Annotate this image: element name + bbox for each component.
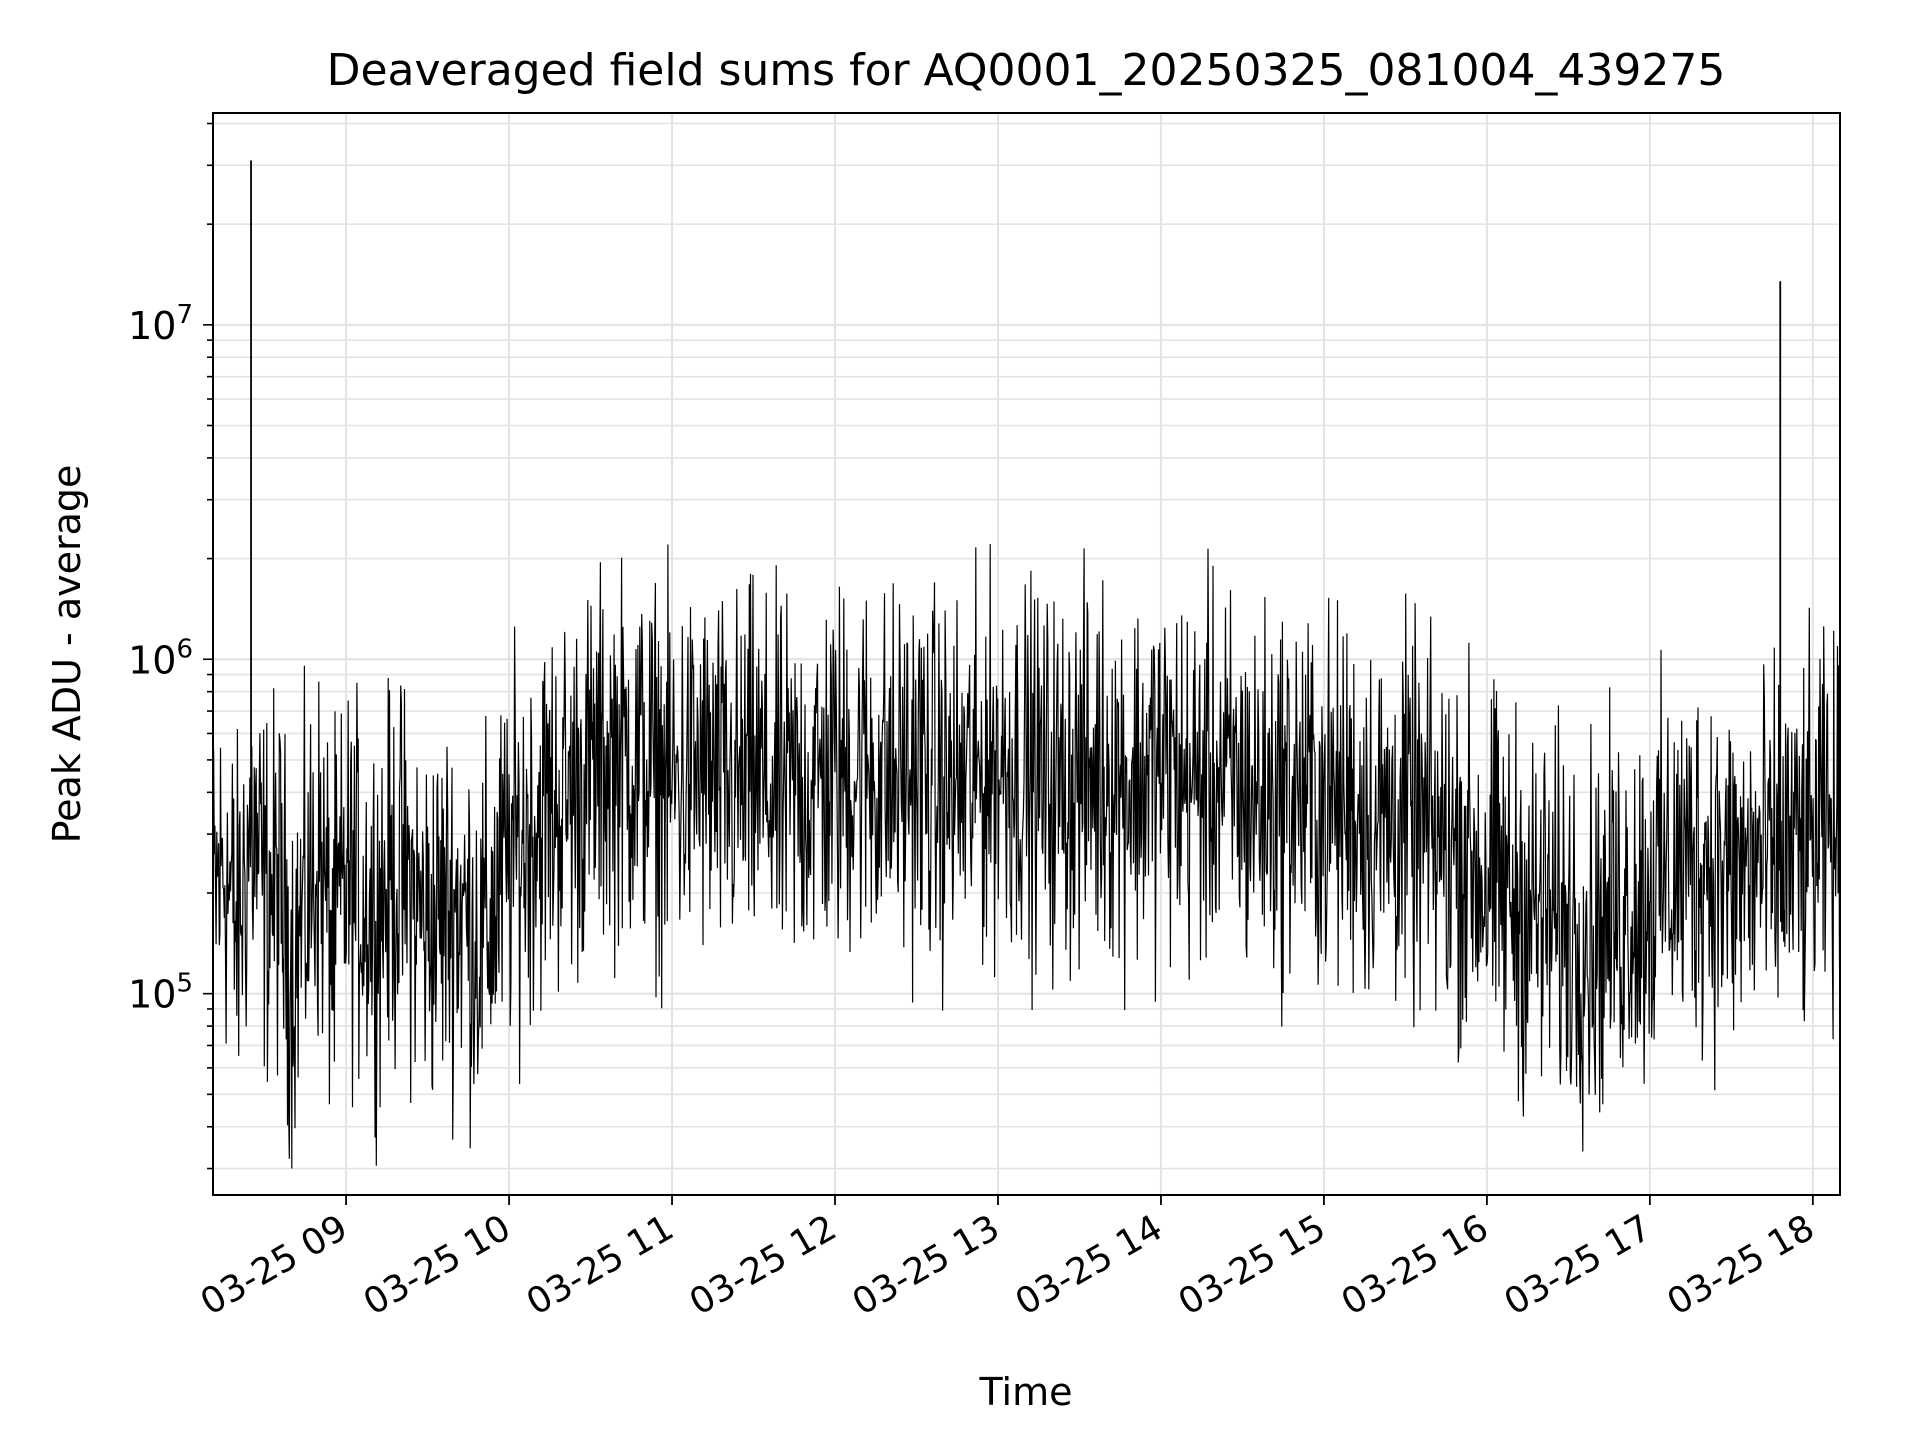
plot-frame: [212, 112, 1841, 1196]
y-tick-label: 105: [128, 969, 193, 1017]
x-axis-label: Time: [979, 1370, 1073, 1414]
series-layer: [212, 160, 1841, 1169]
y-tick-label: 107: [128, 300, 193, 348]
series-line: [212, 544, 1841, 1169]
y-tick-label: 106: [128, 634, 193, 682]
y-axis-label: Peak ADU - average: [45, 465, 89, 844]
chart-title: Deaveraged field sums for AQ0001_2025032…: [327, 45, 1726, 96]
